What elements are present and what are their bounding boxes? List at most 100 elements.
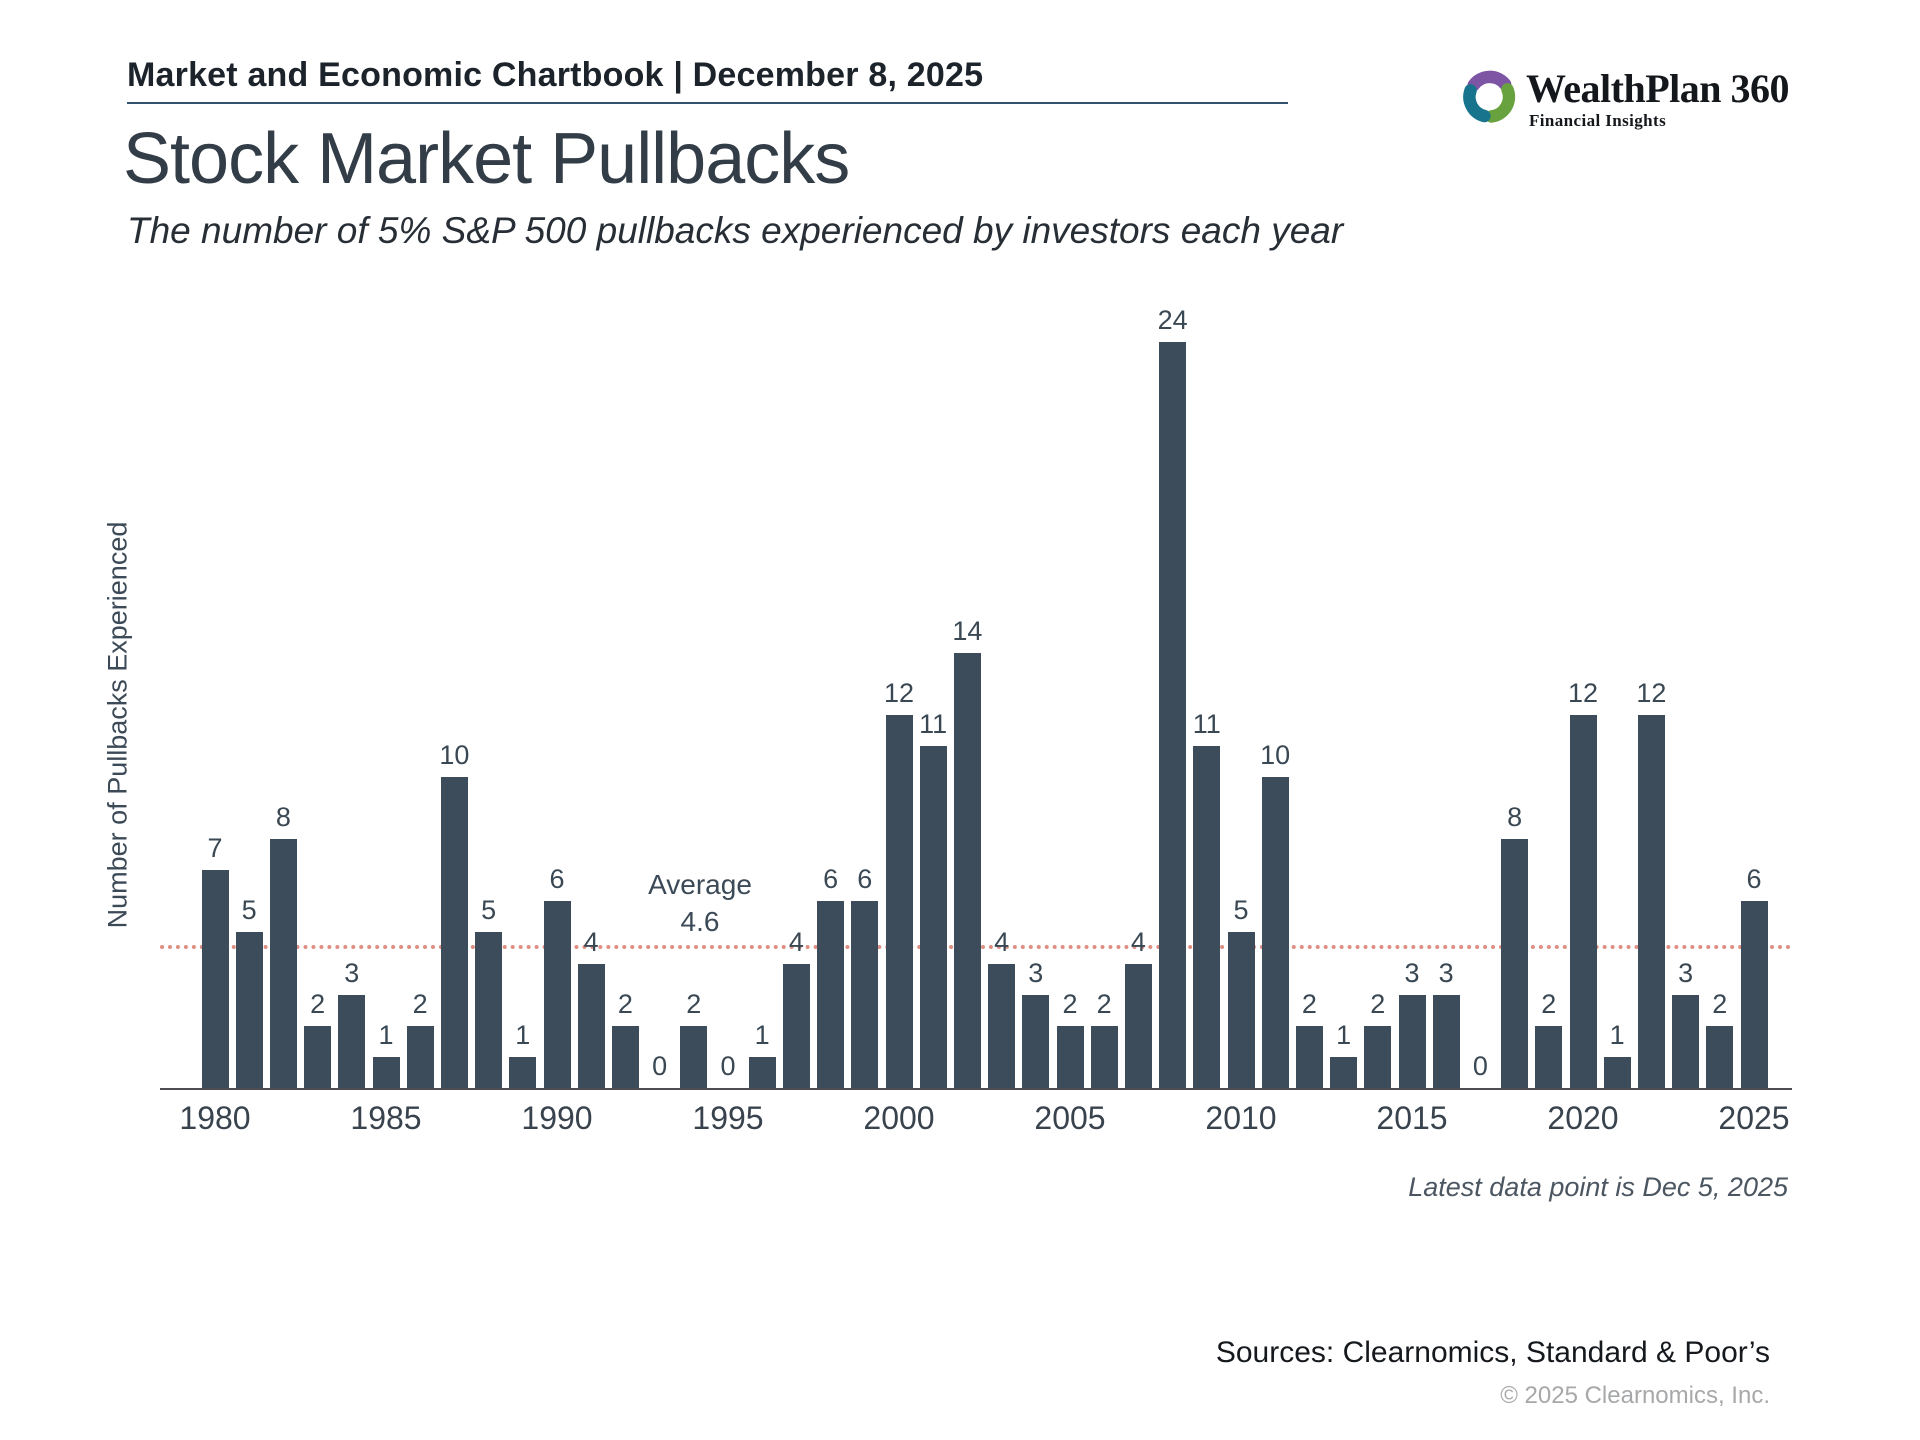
bar-value-1982: 8 — [275, 802, 291, 832]
bar-2000 — [885, 715, 913, 1088]
x-tick-2020: 2020 — [1547, 1100, 1619, 1136]
bar-1997 — [782, 964, 810, 1088]
bar-1986 — [406, 1026, 434, 1088]
logo-name: WealthPlan 360 — [1526, 66, 1790, 111]
bar-value-2007: 4 — [1130, 927, 1146, 957]
bar-1980 — [201, 870, 229, 1088]
bar-2012 — [1295, 1026, 1323, 1088]
bar-2006 — [1090, 1026, 1118, 1088]
bar-2022 — [1637, 715, 1665, 1088]
bar-1984 — [338, 995, 366, 1088]
bar-1988 — [475, 932, 503, 1088]
bar-value-1988: 5 — [481, 895, 497, 925]
bar-value-1986: 2 — [412, 989, 428, 1019]
bar-value-2024: 2 — [1712, 989, 1728, 1019]
bar-1999 — [851, 901, 879, 1088]
plot-area: Average 4.6 7 5 8 2 3 1 2 10 5 1 6 4 2 0 2 0 1 4 6 6 12 11 14 4… — [160, 280, 1792, 1090]
bar-1985 — [372, 1057, 400, 1088]
bar-value-1997: 4 — [788, 927, 804, 957]
average-label: Average 4.6 — [648, 867, 752, 940]
logo-arc-teal — [1463, 84, 1491, 123]
x-axis-labels: 1980 1985 1990 1995 2000 2005 2010 2015 2020 2025 — [160, 1100, 1792, 1140]
bar-1991 — [577, 964, 605, 1088]
x-tick-1990: 1990 — [521, 1100, 593, 1136]
bar-1992 — [611, 1026, 639, 1088]
bar-1982 — [269, 839, 297, 1088]
bar-value-1998: 6 — [823, 864, 839, 894]
header-title: Market and Economic Chartbook | December… — [127, 56, 984, 94]
bar-1990 — [543, 901, 571, 1088]
bar-2011 — [1261, 777, 1289, 1088]
bar-value-2023: 3 — [1678, 958, 1694, 988]
bar-value-2002: 14 — [952, 616, 983, 646]
bar-2003 — [988, 964, 1016, 1088]
x-tick-1980: 1980 — [179, 1100, 251, 1136]
logo-tagline: Financial Insights — [1529, 111, 1667, 130]
wealthplan-logo-icon — [1463, 70, 1516, 123]
bar-value-2017: 0 — [1472, 1051, 1488, 1081]
x-tick-2010: 2010 — [1205, 1100, 1277, 1136]
bar-2004 — [1022, 995, 1050, 1088]
bar-2014 — [1364, 1026, 1392, 1088]
x-tick-2000: 2000 — [863, 1100, 935, 1136]
x-axis-baseline — [160, 1088, 1792, 1090]
sources-note: Sources: Clearnomics, Standard & Poor’s — [1215, 1336, 1770, 1369]
bar-value-1995: 0 — [720, 1051, 736, 1081]
bar-value-1993: 0 — [652, 1051, 668, 1081]
x-tick-1995: 1995 — [692, 1100, 764, 1136]
bar-value-2012: 2 — [1301, 989, 1317, 1019]
x-tick-2005: 2005 — [1034, 1100, 1106, 1136]
bar-value-2014: 2 — [1370, 989, 1386, 1019]
bar-2001 — [919, 746, 947, 1088]
bar-value-2022: 12 — [1636, 678, 1667, 708]
bar-value-1987: 10 — [439, 740, 470, 770]
bar-value-1985: 1 — [378, 1020, 394, 1050]
bar-value-2008: 24 — [1157, 305, 1188, 335]
bar-value-1991: 4 — [583, 927, 599, 957]
logo-arc-green — [1485, 83, 1516, 123]
page-title: Stock Market Pullbacks — [123, 119, 850, 199]
bar-value-1981: 5 — [241, 895, 257, 925]
bar-value-2018: 8 — [1507, 802, 1523, 832]
logo: WealthPlan 360 Financial Insights — [1460, 66, 1790, 131]
bar-1998 — [817, 901, 845, 1088]
logo-arc-purple — [1467, 70, 1512, 92]
bar-2025 — [1740, 901, 1768, 1088]
bar-1983 — [304, 1026, 332, 1088]
average-label-text: Average — [648, 869, 752, 901]
bar-value-2009: 11 — [1192, 709, 1221, 739]
bar-1981 — [235, 932, 263, 1088]
bar-1987 — [440, 777, 468, 1088]
bar-value-1996: 1 — [754, 1020, 770, 1050]
bar-value-2025: 6 — [1746, 864, 1762, 894]
bar-value-2010: 5 — [1233, 895, 1249, 925]
bar-value-1994: 2 — [686, 989, 702, 1019]
bar-value-2006: 2 — [1096, 989, 1112, 1019]
bar-value-1999: 6 — [857, 864, 873, 894]
bar-value-2003: 4 — [994, 927, 1010, 957]
bar-value-1992: 2 — [617, 989, 633, 1019]
bar-value-2016: 3 — [1438, 958, 1454, 988]
bar-1994 — [680, 1026, 708, 1088]
bar-value-2020: 12 — [1567, 678, 1599, 708]
bar-1989 — [509, 1057, 537, 1088]
bar-value-2021: 1 — [1609, 1020, 1625, 1050]
bar-value-2004: 3 — [1028, 958, 1044, 988]
bar-value-2005: 2 — [1062, 989, 1078, 1019]
x-tick-2025: 2025 — [1718, 1100, 1790, 1136]
bar-value-1990: 6 — [549, 864, 565, 894]
latest-data-note: Latest data point is Dec 5, 2025 — [1408, 1172, 1788, 1202]
bar-value-1984: 3 — [344, 958, 360, 988]
bar-value-1980: 7 — [207, 833, 223, 863]
bar-value-1989: 1 — [515, 1020, 531, 1050]
bar-value-2019: 2 — [1541, 989, 1557, 1019]
average-label-value: 4.6 — [680, 905, 720, 937]
bar-2005 — [1056, 1026, 1084, 1088]
bar-value-2000: 12 — [883, 678, 915, 708]
bar-2016 — [1432, 995, 1460, 1088]
bar-2009 — [1193, 746, 1221, 1088]
bar-2023 — [1672, 995, 1700, 1088]
x-tick-1985: 1985 — [350, 1100, 422, 1136]
bar-value-1983: 2 — [310, 989, 326, 1019]
bar-value-2013: 1 — [1336, 1020, 1352, 1050]
